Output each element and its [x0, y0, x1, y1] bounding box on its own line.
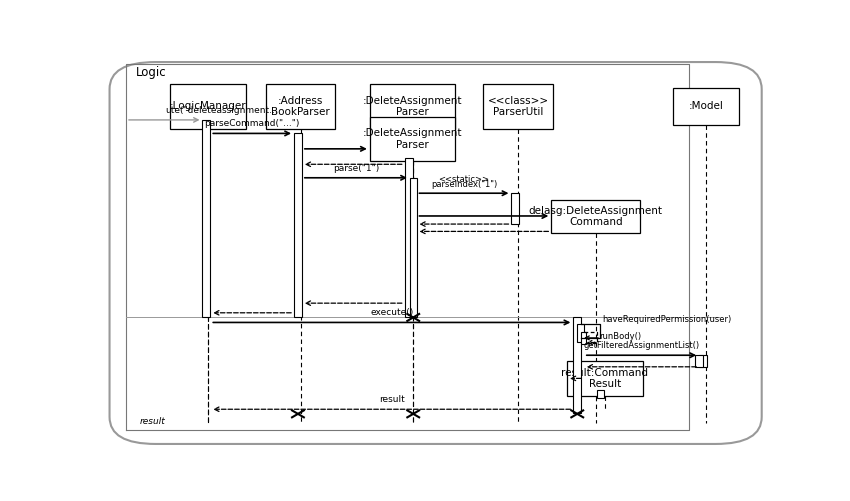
- Text: execute(): execute(): [371, 309, 413, 318]
- Text: parseCommand("..."): parseCommand("..."): [205, 119, 300, 128]
- Text: :LogicManager: :LogicManager: [170, 101, 246, 111]
- Bar: [202, 120, 210, 317]
- Text: :Model: :Model: [688, 101, 723, 111]
- Bar: [370, 84, 456, 129]
- Text: Logic: Logic: [136, 66, 167, 79]
- Bar: [171, 84, 246, 129]
- Bar: [410, 178, 416, 317]
- Text: runBody(): runBody(): [599, 332, 642, 341]
- FancyBboxPatch shape: [110, 62, 762, 444]
- Text: delasg:DeleteAssignment
Command: delasg:DeleteAssignment Command: [529, 205, 663, 227]
- Bar: [699, 355, 707, 367]
- Text: result: result: [139, 417, 165, 426]
- Text: <<class>>
ParserUtil: <<class>> ParserUtil: [487, 96, 548, 117]
- Bar: [370, 117, 456, 161]
- Bar: [484, 84, 552, 129]
- Text: :Address
BookParser: :Address BookParser: [271, 96, 330, 117]
- Text: parseIndex("1"): parseIndex("1"): [431, 180, 497, 189]
- Bar: [294, 133, 302, 317]
- Bar: [597, 390, 603, 398]
- Text: result: result: [379, 395, 405, 404]
- Text: <<static>>: <<static>>: [439, 175, 490, 184]
- Text: parse("1"): parse("1"): [333, 164, 379, 173]
- Bar: [672, 88, 739, 125]
- Bar: [266, 84, 335, 129]
- Bar: [512, 193, 519, 224]
- Text: getFilteredAssignmentList(): getFilteredAssignmentList(): [583, 341, 700, 350]
- Text: :DeleteAssignment
Parser: :DeleteAssignment Parser: [363, 96, 462, 117]
- Bar: [552, 200, 640, 233]
- Text: result:Command
Result: result:Command Result: [561, 368, 649, 389]
- Bar: [695, 355, 703, 367]
- Text: haveRequiredPermission(user): haveRequiredPermission(user): [603, 315, 732, 324]
- Bar: [573, 317, 581, 413]
- Bar: [567, 361, 643, 396]
- Text: ute("deleteassignment...: ute("deleteassignment...: [166, 106, 278, 115]
- Bar: [405, 158, 412, 317]
- Bar: [577, 324, 584, 342]
- Bar: [581, 332, 586, 344]
- Text: :DeleteAssignment
Parser: :DeleteAssignment Parser: [363, 128, 462, 150]
